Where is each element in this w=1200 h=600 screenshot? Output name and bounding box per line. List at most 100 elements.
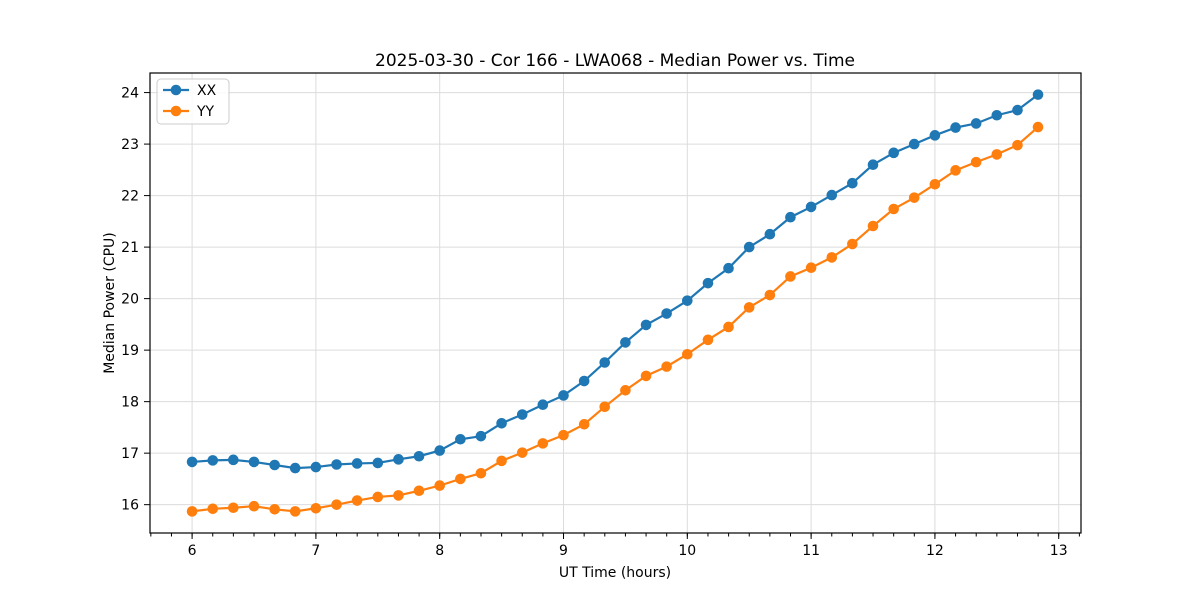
y-tick-label-16: 16 (121, 498, 139, 514)
data-point (867, 159, 879, 170)
data-point (743, 241, 755, 253)
data-point (351, 495, 363, 506)
data-point (578, 375, 590, 387)
series-yy-line (191, 126, 1039, 513)
legend-item-yy: YY (163, 104, 215, 120)
data-point (1032, 121, 1044, 133)
data-point (723, 321, 734, 333)
data-point (950, 165, 961, 176)
x-tick-label-10: 10 (678, 543, 696, 559)
data-point (496, 455, 507, 467)
data-point (413, 485, 425, 497)
legend-item-xx: XX (163, 83, 217, 99)
data-point (826, 252, 838, 263)
data-point (516, 409, 528, 420)
data-point (578, 419, 590, 430)
legend-sample-marker (170, 105, 182, 117)
x-tick-label-13: 13 (1050, 543, 1068, 559)
data-point (743, 302, 755, 313)
data-point (826, 189, 838, 201)
data-point (537, 438, 549, 449)
data-point (1012, 139, 1023, 151)
series-xx-line (192, 93, 1039, 470)
data-point (558, 390, 569, 401)
data-series (186, 89, 1044, 517)
data-point (970, 156, 982, 168)
data-point (248, 500, 260, 512)
data-point (455, 473, 466, 485)
data-point (640, 370, 652, 382)
data-point (1032, 89, 1044, 100)
data-point (186, 506, 198, 517)
data-point (228, 502, 239, 514)
data-point (702, 334, 714, 346)
x-axis-label: UT Time (hours) (559, 565, 671, 581)
data-point (228, 454, 239, 466)
data-point (929, 178, 941, 190)
data-point (537, 399, 549, 411)
data-point (599, 401, 611, 413)
data-point (950, 122, 961, 133)
data-point (310, 461, 322, 473)
axis-ticks (144, 92, 1080, 539)
data-point (393, 490, 404, 501)
data-point (186, 456, 198, 468)
data-point (372, 491, 384, 503)
data-point (310, 502, 322, 514)
y-tick-label-21: 21 (121, 240, 139, 256)
x-tick-label-7: 7 (311, 543, 320, 559)
data-point (455, 433, 466, 445)
data-point (991, 109, 1003, 121)
data-point (847, 177, 858, 189)
data-point (908, 192, 920, 203)
data-point (805, 201, 817, 213)
data-point (661, 308, 672, 319)
chart-title: 2025-03-30 - Cor 166 - LWA068 - Median P… (375, 51, 855, 71)
data-point (764, 289, 776, 301)
legend: XX YY (156, 78, 230, 125)
y-tick-label-24: 24 (121, 86, 139, 102)
data-point (475, 467, 487, 479)
x-tick-label-12: 12 (926, 543, 944, 559)
data-point (682, 348, 693, 360)
data-point (289, 506, 301, 517)
y-tick-label-23: 23 (121, 137, 139, 153)
x-tick-label-9: 9 (559, 543, 568, 559)
y-tick-label-22: 22 (121, 189, 139, 205)
data-point (496, 417, 507, 429)
data-point (888, 147, 899, 159)
data-point (475, 430, 487, 442)
legend-label: YY (196, 104, 215, 120)
legend-label: XX (197, 83, 217, 99)
y-tick-label-17: 17 (121, 446, 139, 462)
data-point (269, 459, 280, 471)
data-point (785, 211, 796, 223)
data-point (867, 220, 879, 232)
data-point (764, 228, 776, 240)
data-point (351, 458, 363, 469)
data-point (1012, 104, 1023, 116)
data-point (723, 262, 734, 274)
data-point (991, 149, 1003, 160)
y-tick-label-19: 19 (121, 343, 139, 359)
x-tick-label-6: 6 (188, 543, 197, 559)
data-point (682, 295, 693, 306)
y-tick-label-20: 20 (121, 292, 139, 308)
plot-border (149, 72, 1082, 534)
data-point (929, 130, 941, 141)
data-point (289, 462, 301, 474)
data-point (331, 499, 342, 510)
data-point (516, 447, 528, 458)
x-tick-label-11: 11 (802, 543, 820, 559)
data-point (434, 480, 445, 491)
data-point (207, 503, 219, 515)
data-point (970, 118, 982, 129)
data-point (785, 271, 796, 282)
data-point (558, 429, 569, 441)
data-point (888, 203, 899, 215)
x-tick-label-8: 8 (435, 543, 444, 559)
data-point (393, 454, 404, 465)
data-point (908, 138, 920, 150)
